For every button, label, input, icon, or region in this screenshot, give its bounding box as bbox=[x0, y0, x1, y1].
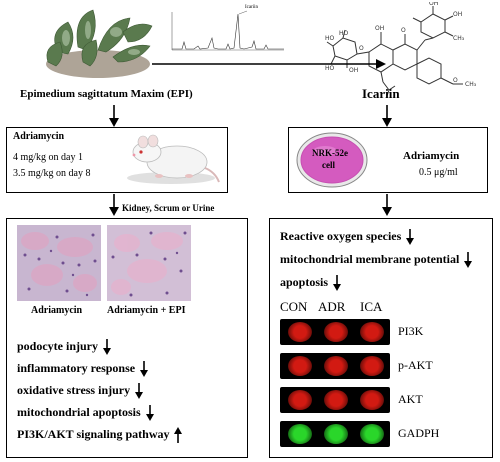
arrow-epi-to-adriamycin-box bbox=[109, 105, 119, 127]
cell-culture-dish bbox=[296, 132, 368, 188]
outcome-text: oxidative stress injury bbox=[17, 383, 131, 397]
blot-well bbox=[360, 390, 384, 410]
arrow-up-icon bbox=[174, 427, 183, 443]
sample-types-label: Kidney, Scrum or Urine bbox=[122, 203, 215, 213]
adriamycin-mouse-title: Adriamycin bbox=[13, 131, 65, 142]
adriamycin-cell-box: NRK-52e cell Adriamycin 0.5 μg/ml bbox=[288, 127, 488, 193]
column-con: CON bbox=[280, 299, 308, 314]
blot-label: AKT bbox=[398, 392, 423, 406]
adriamycin-cell-title: Adriamycin bbox=[403, 150, 460, 162]
cell-label-line1: NRK-52e bbox=[312, 148, 348, 158]
blot-column-headers: CON ADR ICA bbox=[278, 299, 398, 315]
histology-label-adriamycin: Adriamycin bbox=[31, 305, 83, 316]
histology-label-adriamycin-epi: Adriamycin + EPI bbox=[107, 305, 186, 316]
cell-dose: 0.5 μg/ml bbox=[419, 167, 458, 178]
blot-well bbox=[288, 322, 312, 342]
icariin-structure: HO HO HO OH O OH O CH₃ O OH OH CH₃ bbox=[325, 2, 477, 97]
arrow-down-icon bbox=[145, 405, 154, 421]
right-results-panel: Reactive oxygen species mitochondrial mem… bbox=[269, 218, 493, 458]
svg-text:O: O bbox=[453, 77, 458, 84]
arrow-down-icon bbox=[406, 229, 415, 245]
arrow-plant-to-icariin bbox=[152, 59, 386, 69]
blot-well bbox=[288, 390, 312, 410]
svg-text:CH₃: CH₃ bbox=[453, 35, 465, 42]
arrow-down-icon bbox=[135, 383, 144, 399]
arrow-down-icon bbox=[103, 339, 111, 355]
blot-strip bbox=[280, 387, 390, 413]
outcome-text: mitochondrial apoptosis bbox=[17, 405, 141, 419]
column-adr: ADR bbox=[318, 299, 346, 314]
arrow-to-right-results bbox=[382, 194, 392, 216]
histology-image-adriamycin bbox=[17, 225, 101, 301]
histology-image-adriamycin-epi bbox=[107, 225, 191, 301]
blot-well bbox=[360, 424, 384, 444]
svg-text:HO: HO bbox=[325, 65, 335, 72]
outcome-text: podocyte injury bbox=[17, 339, 98, 353]
left-results-panel: Adriamycin Adriamycin + EPI podocyte inj… bbox=[6, 218, 248, 458]
blot-well bbox=[324, 322, 348, 342]
cell-label-line2: cell bbox=[322, 160, 335, 170]
blot-well bbox=[288, 356, 312, 376]
dose-day8: 3.5 mg/kg on day 8 bbox=[13, 168, 91, 179]
blot-strip bbox=[280, 319, 390, 345]
svg-text:OH: OH bbox=[349, 67, 358, 74]
outcome-text: PI3K/AKT signaling pathway bbox=[17, 427, 170, 441]
arrow-down-icon bbox=[464, 252, 473, 268]
svg-text:CH₃: CH₃ bbox=[465, 81, 477, 88]
arrow-down-icon bbox=[333, 275, 342, 291]
blot-well bbox=[324, 356, 348, 376]
blot-well bbox=[324, 390, 348, 410]
blot-label: p-AKT bbox=[398, 358, 433, 372]
blot-strip bbox=[280, 421, 390, 447]
dose-day1: 4 mg/kg on day 1 bbox=[13, 152, 83, 163]
epi-title: Epimedium sagittatum Maxim (EPI) bbox=[20, 88, 193, 100]
adriamycin-mouse-box: Adriamycin 4 mg/kg on day 1 3.5 mg/kg on… bbox=[6, 127, 228, 193]
svg-text:OH: OH bbox=[453, 11, 462, 18]
outcome-text: inflammatory response bbox=[17, 361, 136, 375]
hplc-chromatogram bbox=[171, 10, 284, 51]
outcome-text: mitochondrial membrane potential bbox=[280, 252, 460, 266]
arrow-to-left-results bbox=[109, 194, 119, 216]
blot-well bbox=[360, 356, 384, 376]
blot-label: GADPH bbox=[398, 426, 440, 440]
blot-well bbox=[360, 322, 384, 342]
svg-text:O: O bbox=[401, 27, 406, 34]
icariin-title: Icariin bbox=[362, 86, 400, 101]
blot-strip bbox=[280, 353, 390, 379]
arrow-down-icon bbox=[140, 361, 149, 377]
arrow-icariin-to-cell-box bbox=[382, 105, 392, 127]
blot-well bbox=[324, 424, 348, 444]
blot-well bbox=[288, 424, 312, 444]
epimedium-plant-photo bbox=[38, 2, 158, 82]
svg-text:HO: HO bbox=[325, 35, 335, 42]
outcome-text: apoptosis bbox=[280, 275, 329, 289]
hplc-peak-label: Icariin bbox=[245, 5, 259, 10]
svg-text:OH: OH bbox=[429, 2, 438, 7]
svg-text:O: O bbox=[359, 45, 364, 52]
mouse-image bbox=[127, 134, 220, 184]
column-ica: ICA bbox=[360, 299, 383, 314]
svg-text:OH: OH bbox=[375, 25, 384, 32]
blot-label: PI3K bbox=[398, 324, 424, 338]
outcome-text: Reactive oxygen species bbox=[280, 229, 402, 243]
svg-text:HO: HO bbox=[339, 30, 349, 37]
